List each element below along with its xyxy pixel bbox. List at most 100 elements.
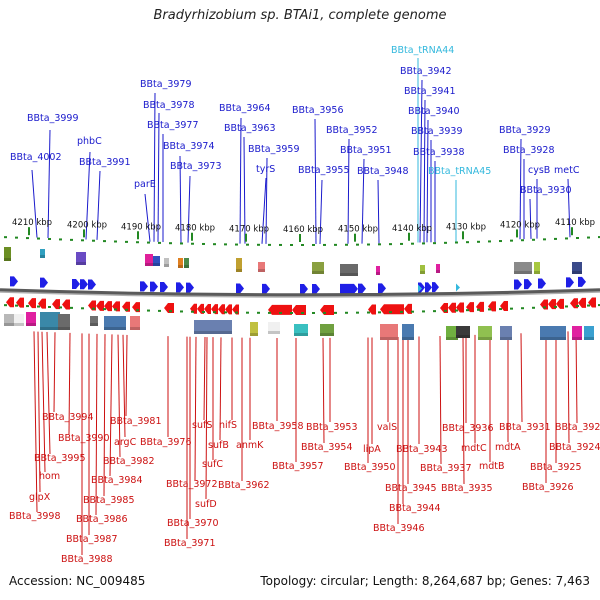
- bottom-gene-leader: [322, 337, 325, 444]
- bottom-gene-leader: [117, 334, 121, 458]
- feature-box-shade: [4, 258, 11, 261]
- feature-box-shade: [376, 272, 380, 275]
- lower-dot: [180, 310, 183, 313]
- upper-dot: [444, 241, 447, 244]
- top-gene-label: BBta_3959: [248, 144, 300, 155]
- forward-gene-arrow: [312, 283, 320, 294]
- upper-dot: [477, 240, 480, 243]
- feature-box: [540, 326, 566, 340]
- scale-tick-mark: [516, 229, 518, 238]
- lower-dot: [411, 310, 414, 313]
- forward-gene-arrow: [340, 283, 358, 294]
- lower-dot: [257, 311, 260, 314]
- bottom-gene-label: BBta_3925: [530, 462, 582, 473]
- bottom-gene-label: BBta_3931: [499, 422, 551, 433]
- bottom-gene-label: BBta_3986: [76, 514, 128, 525]
- upper-dot: [312, 243, 315, 246]
- feature-box-shade: [14, 323, 24, 326]
- bottom-gene-label: BBta_3946: [373, 523, 425, 534]
- bottom-gene-label: hom: [39, 471, 60, 482]
- scale-tick-label: 4150 kbp: [338, 225, 378, 235]
- bottom-gene-label: sufC: [202, 459, 223, 470]
- bottom-gene-leader: [462, 335, 465, 485]
- feature-box: [420, 265, 425, 274]
- feature-box-shade: [130, 327, 140, 330]
- feature-box-shade: [194, 331, 232, 334]
- forward-gene-arrow: [80, 279, 88, 290]
- feature-box: [340, 264, 358, 276]
- feature-box-shade: [402, 337, 414, 340]
- feature-box-shade: [584, 337, 594, 340]
- bottom-gene-label: valS: [377, 422, 397, 433]
- upper-dot: [499, 240, 502, 243]
- bottom-gene-label: BBta_3958: [252, 421, 304, 432]
- forward-gene-arrow: [514, 279, 522, 290]
- trna-gene-label: BBta_tRNA45: [428, 166, 491, 177]
- upper-dot: [48, 237, 51, 240]
- feature-box: [436, 264, 440, 273]
- upper-dot: [378, 243, 381, 246]
- bottom-gene-label: BBta_3971: [164, 538, 216, 549]
- scale-tick-mark: [245, 233, 247, 242]
- top-gene-label-leader: [144, 193, 151, 242]
- scale-tick-mark: [354, 233, 356, 242]
- bottom-gene-label: BBta_3957: [272, 461, 324, 472]
- top-gene-label-leader: [157, 112, 160, 242]
- bottom-gene-label: sufB: [208, 440, 229, 451]
- scale-tick-label: 4210 kbp: [12, 218, 52, 228]
- lower-dot: [356, 311, 359, 314]
- bottom-gene-label: anmK: [236, 440, 264, 451]
- forward-gene-arrow: [262, 283, 270, 294]
- feature-box: [4, 314, 14, 326]
- lower-dot: [268, 311, 271, 314]
- forward-gene-arrow: [88, 279, 96, 290]
- upper-dot: [334, 243, 337, 246]
- bottom-gene-label: BBta_3972: [166, 479, 218, 490]
- bottom-gene-leader: [205, 337, 208, 500]
- lower-dot: [477, 308, 480, 311]
- lower-dot: [466, 309, 469, 312]
- feature-box: [312, 262, 324, 274]
- top-gene-label: BBta_3940: [408, 106, 460, 117]
- upper-dot: [92, 239, 95, 242]
- lower-dot: [37, 305, 40, 308]
- reverse-gene-arrow: [448, 302, 456, 313]
- bottom-gene-label: lipA: [363, 444, 381, 455]
- feature-box-shade: [446, 337, 458, 340]
- feature-box-shade: [178, 265, 183, 268]
- top-gene-label: BBta_3938: [413, 147, 465, 158]
- bottom-gene-label: BBta_3936: [442, 423, 494, 434]
- top-gene-label-leader: [347, 138, 350, 244]
- lower-dot: [334, 311, 337, 314]
- label-leader-lines: [31, 58, 578, 555]
- forward-gene-arrow: [40, 277, 48, 288]
- upper-dot: [587, 236, 590, 239]
- scale-tick-mark: [83, 229, 85, 238]
- top-gene-label-leader: [96, 170, 101, 240]
- top-gene-label-leader: [153, 92, 156, 242]
- lower-dot: [565, 305, 568, 308]
- upper-dot: [356, 243, 359, 246]
- lower-dot: [367, 311, 370, 314]
- feature-box-shade: [500, 337, 512, 340]
- forward-gene-arrow: [10, 276, 18, 287]
- feature-box: [294, 324, 308, 336]
- feature-box-shade: [534, 271, 540, 274]
- forward-gene-arrow: [300, 284, 308, 294]
- top-gene-label: cysB: [528, 165, 550, 176]
- bottom-gene-leader: [122, 334, 126, 438]
- top-gene-label-leader: [261, 177, 267, 244]
- upper-dot: [257, 243, 260, 246]
- feature-box-shade: [258, 269, 265, 272]
- feature-box-shade: [478, 337, 492, 340]
- bottom-gene-label: BBta_3945: [385, 483, 437, 494]
- top-gene-label-leader: [423, 99, 426, 243]
- top-gene-label-leader: [426, 119, 429, 243]
- feature-box-shade: [236, 269, 242, 272]
- reverse-gene-arrow: [380, 304, 404, 315]
- top-gene-label-leader: [314, 118, 317, 244]
- feature-box: [58, 314, 70, 330]
- lower-dot: [323, 311, 326, 314]
- scale-tick-mark: [571, 227, 573, 236]
